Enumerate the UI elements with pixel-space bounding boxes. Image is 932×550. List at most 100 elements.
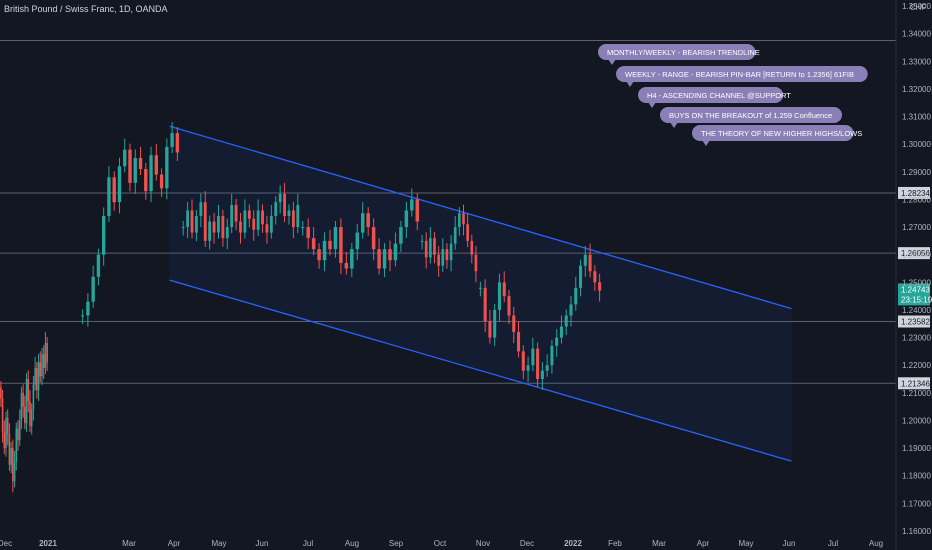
candle-body [243,210,247,233]
candle-body [458,213,461,228]
candle-body [317,249,321,261]
candle-body [588,254,592,272]
candle-body [234,204,238,222]
candle-body [470,240,474,255]
candle-body [350,249,354,269]
candle-body [291,210,295,228]
candle-body [13,461,16,482]
candle-body [333,227,338,250]
candle-body [559,326,563,338]
candle-body [44,343,47,368]
annotation-bubble[interactable]: MONTHLY/WEEKLY - BEARISH TRENDLINE [598,44,760,65]
candle-body [344,262,349,269]
candle-body [269,216,273,233]
candle-body [531,348,535,366]
candle-body [512,315,516,333]
level-price-badge [898,315,930,328]
candle-body [3,431,6,449]
candle-body [445,249,449,261]
candle-body [154,155,158,175]
candle-body [27,379,30,402]
level-price-badge [898,247,930,260]
annotation-bubble[interactable]: THE THEORY OF NEW HIGHER HIGHS/LOWS [692,125,862,146]
level-price-label: 1.21346 [901,379,930,388]
candle-body [37,362,40,391]
x-tick-label: Nov [476,539,490,548]
candle-body [181,227,185,229]
candle-body [107,177,111,216]
candle-body [17,428,19,440]
candle-body [6,417,9,435]
y-tick-label: 1.22000 [902,361,931,370]
candle-body [24,406,26,424]
candle-body [540,370,544,380]
x-tick-label: Jul [828,539,838,548]
current-price-badge [898,283,930,306]
candle-body [34,367,36,385]
candle-body [441,249,445,266]
candle-body [239,221,242,233]
y-tick-label: 1.16000 [902,527,931,536]
candle-body [12,448,14,482]
candle-body [296,204,300,228]
candle-body [474,254,478,272]
annotation-bubble[interactable]: WEEKLY - RANGE - BEARISH PIN-BAR [RETURN… [616,66,868,87]
x-tick-label: Mar [122,539,136,548]
candle-body [5,417,7,449]
y-tick-label: 1.26000 [902,251,931,260]
channel-lower-line[interactable] [169,279,792,462]
x-tick-label: Apr [697,539,710,548]
x-tick-label: Mar [652,539,666,548]
annotation-bubble[interactable]: BUYS ON THE BREAKOUT of 1.259 Confluence [660,107,842,128]
candle-body [598,282,602,291]
candle-body [247,210,251,219]
candle-body [453,227,457,244]
candle-body [225,227,229,239]
annotation-text: MONTHLY/WEEKLY - BEARISH TRENDLINE [607,48,760,57]
chart-title: British Pound / Swiss Franc, 1D, OANDA [4,4,168,14]
y-tick-label: 1.33000 [902,57,931,66]
candle-body [208,221,212,241]
candle-body [175,133,180,153]
candle-body [230,204,234,228]
candle-body [283,193,286,216]
candle-body [18,420,21,440]
candle-body [449,243,453,261]
candle-body [1,398,4,432]
candle-body [488,321,492,338]
x-tick-label: Jul [303,539,313,548]
candle-body [39,362,42,377]
y-tick-label: 1.32000 [902,85,931,94]
annotation-bubble[interactable]: H4 - ASCENDING CHANNEL @SUPPORT [638,87,791,108]
current-price-label: 1.24743 [901,285,930,294]
candle-body [15,428,18,462]
candle-body [149,155,153,192]
candle-body [555,337,559,346]
candle-body [80,315,85,317]
candle-body [128,149,132,183]
x-tick-label: 2022 [564,539,582,548]
candle-body [32,384,35,410]
y-tick-label: 1.29000 [902,168,931,177]
candle-body [20,392,23,421]
candle-body [526,365,530,371]
y-tick-label: 1.18000 [902,472,931,481]
channel-upper-line[interactable] [169,125,792,310]
candle-body [579,265,583,288]
candle-body [478,287,482,289]
y-tick-label: 1.30000 [902,140,931,149]
y-tick-label: 1.34000 [902,30,931,39]
candle-body [86,301,90,316]
x-tick-label: 2021 [39,539,57,548]
candle-body [564,315,568,327]
candle-body [138,157,143,170]
candle-body [593,271,597,283]
candle-body [144,169,148,192]
candle-body [123,149,127,167]
candle-body [410,199,414,211]
x-tick-label: Dec [520,539,534,548]
y-tick-label: 1.27000 [902,223,931,232]
annotation-text: BUYS ON THE BREAKOUT of 1.259 Confluence [669,111,832,120]
y-tick-label: 1.31000 [902,113,931,122]
